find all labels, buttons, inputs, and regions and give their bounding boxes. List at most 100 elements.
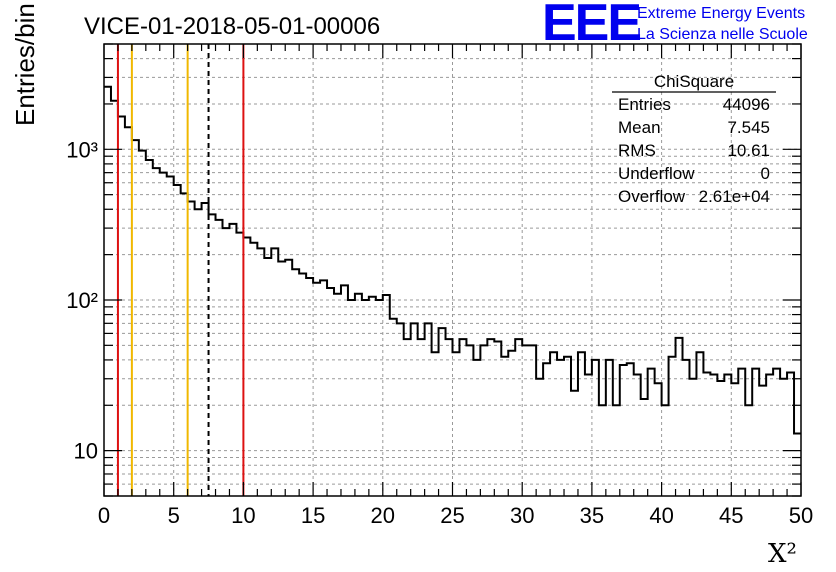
chart-title: VICE-01-2018-05-01-00006 [84, 13, 380, 40]
histogram-bin [766, 375, 773, 496]
histogram-bin [515, 339, 522, 496]
histogram-bin [480, 345, 487, 496]
histogram-bin [250, 243, 257, 496]
histogram-bin [236, 233, 243, 496]
stats-label: Underflow [618, 164, 695, 183]
x-axis-title: X² [768, 539, 797, 569]
histogram-bin [362, 300, 369, 496]
histogram-bin [174, 185, 181, 496]
eee-logo: EEE Extreme Energy Events La Scienza nel… [542, 0, 808, 52]
histogram-outline [104, 85, 801, 435]
histogram-bin [494, 342, 501, 496]
histogram-bin [341, 285, 348, 496]
histogram-bin [641, 399, 648, 496]
histogram-bin [613, 405, 620, 496]
histogram-bin [529, 345, 536, 496]
histogram-bin [606, 360, 613, 496]
histogram-bin [209, 214, 216, 496]
histogram-bin [662, 405, 669, 496]
x-tick-label: 15 [301, 503, 325, 528]
histogram-bin [620, 365, 627, 496]
histogram-bin [327, 288, 334, 496]
histogram-bin [550, 352, 557, 496]
histogram-bin [703, 373, 710, 496]
x-tick-label: 20 [371, 503, 395, 528]
histogram-bin [369, 297, 376, 496]
histogram-bin [473, 360, 480, 496]
histogram-bin [724, 375, 731, 496]
x-tick-label: 10 [231, 503, 255, 528]
histogram-bin [752, 369, 759, 496]
histogram-bin [571, 391, 578, 496]
histogram-bin [292, 269, 299, 496]
x-tick-label: 25 [440, 503, 464, 528]
histogram-bin [418, 339, 425, 496]
histogram-bin [459, 339, 466, 496]
histogram-bin [599, 405, 606, 496]
histogram-bin [696, 352, 703, 496]
histogram-bin [320, 280, 327, 496]
histogram-bin [446, 339, 453, 496]
histogram-bin [655, 383, 662, 496]
histogram-bin [222, 228, 229, 496]
histogram-bin [153, 168, 160, 496]
histogram-bin [125, 127, 132, 496]
x-axis: 0 5 10 15 20 25 30 35 40 45 50 [98, 44, 813, 528]
histogram-bin [466, 345, 473, 496]
histogram-bin [683, 360, 690, 496]
histogram-bin [634, 375, 641, 496]
stats-label: RMS [618, 141, 656, 160]
histogram-bin [717, 381, 724, 496]
histogram-bin [160, 173, 167, 496]
histogram-bin [118, 117, 125, 496]
x-tick-label: 50 [789, 503, 813, 528]
histogram-bin [188, 202, 195, 496]
x-tick-label: 40 [649, 503, 673, 528]
histogram-bin [264, 258, 271, 496]
stats-label: Overflow [618, 187, 686, 206]
y-tick-label: 10 [74, 439, 98, 464]
histogram-bin [522, 345, 529, 496]
grid-lines [104, 44, 801, 496]
histogram-bin [453, 352, 460, 496]
histogram-bin [132, 140, 139, 496]
stats-box: ChiSquare Entries 44096 Mean 7.545 RMS 10.61 U… [612, 72, 776, 206]
histogram-bin [411, 323, 418, 496]
histogram-bin [146, 160, 153, 496]
histogram-bin [299, 273, 306, 496]
histogram-bin [285, 260, 292, 496]
histogram-bin [578, 352, 585, 496]
histogram-bin [271, 248, 278, 496]
histogram-bin [710, 375, 717, 496]
histogram-bin [195, 209, 202, 496]
y-tick-label: 10³ [66, 137, 98, 162]
histogram-bin [585, 375, 592, 496]
stats-label: Entries [618, 95, 671, 114]
histogram-bin [355, 294, 362, 496]
x-tick-label: 30 [510, 503, 534, 528]
stats-rows: Entries 44096 Mean 7.545 RMS 10.61 Underflow 0 O… [618, 95, 770, 206]
histogram-bin [487, 339, 494, 496]
histogram-bin [257, 248, 264, 496]
histogram-bin [592, 360, 599, 496]
x-tick-label: 45 [719, 503, 743, 528]
histogram [104, 85, 801, 496]
histogram-bin [439, 328, 446, 496]
histogram-bin [780, 379, 787, 496]
histogram-bin [648, 369, 655, 496]
histogram-bin [543, 363, 550, 496]
histogram-bin [738, 369, 745, 496]
histogram-bin [334, 294, 341, 496]
histogram-bin [676, 338, 683, 496]
histogram-bin [139, 151, 146, 496]
histogram-bin [306, 278, 313, 496]
histogram-bin [627, 363, 634, 496]
histogram-bin [669, 357, 676, 496]
histogram-bin [536, 379, 543, 496]
histogram-bin [404, 339, 411, 496]
stats-value: 10.61 [727, 141, 770, 160]
stats-title: ChiSquare [654, 72, 734, 91]
histogram-bin [278, 262, 285, 496]
y-axis: 10 10² 10³ [66, 43, 801, 497]
stats-value: 44096 [723, 95, 770, 114]
